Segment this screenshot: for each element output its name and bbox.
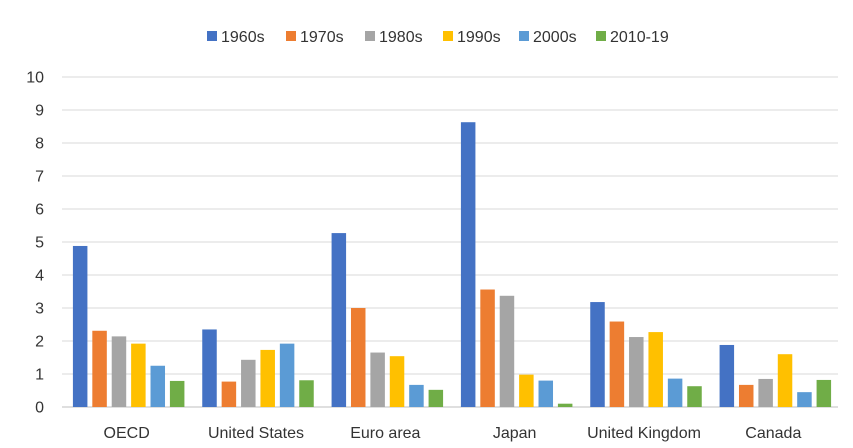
bar-1970s-japan — [480, 289, 495, 407]
bar-1990s-euro-area — [389, 356, 405, 407]
y-tick-label: 6 — [35, 202, 44, 219]
bar-1960s-united-states — [202, 329, 217, 407]
bar-1970s-united-kingdom — [609, 321, 625, 407]
bar-1980s-oecd — [111, 336, 127, 407]
bar-2000s-united-states — [279, 343, 295, 407]
y-tick-label: 0 — [35, 400, 44, 417]
bar-2010-19-euro-area — [428, 389, 444, 407]
legend-label: 2000s — [533, 29, 577, 46]
legend-label: 1980s — [379, 29, 423, 46]
y-tick-label: 4 — [35, 268, 44, 285]
x-category-label: Japan — [493, 425, 537, 442]
x-category-label: Euro area — [350, 425, 420, 442]
bar-1960s-oecd — [72, 245, 88, 407]
legend-label: 1970s — [300, 29, 344, 46]
x-category-label: Canada — [745, 425, 801, 442]
y-tick-label: 7 — [35, 169, 44, 186]
bar-1980s-canada — [758, 378, 773, 407]
legend-swatch — [286, 31, 296, 41]
bar-2000s-oecd — [150, 365, 166, 407]
bar-2010-19-oecd — [169, 380, 185, 407]
bars — [72, 122, 832, 408]
bar-1970s-euro-area — [350, 308, 366, 407]
bar-2000s-canada — [797, 392, 812, 407]
y-tick-label: 3 — [35, 301, 44, 318]
legend-swatch — [443, 31, 453, 41]
legend-label: 1960s — [221, 29, 265, 46]
bar-1960s-united-kingdom — [590, 302, 605, 407]
bar-1960s-japan — [460, 122, 476, 408]
bar-2010-19-united-states — [299, 380, 314, 407]
bar-1980s-united-states — [241, 359, 256, 407]
bar-2010-19-japan — [557, 403, 573, 407]
bar-1990s-japan — [519, 374, 534, 407]
bar-2010-19-canada — [816, 379, 832, 407]
x-category-label: United States — [208, 425, 304, 442]
y-tick-label: 8 — [35, 136, 44, 153]
legend: 1960s 1970s 1980s 1990s 2000s 2010-19 — [207, 29, 669, 46]
bar-1970s-canada — [738, 384, 754, 407]
bar-1990s-oecd — [131, 343, 146, 407]
bar-1960s-euro-area — [331, 233, 347, 407]
bar-1990s-united-kingdom — [648, 332, 663, 407]
legend-swatch — [519, 31, 529, 41]
x-category-label: OECD — [104, 425, 150, 442]
bar-2000s-euro-area — [409, 384, 424, 407]
bar-2010-19-united-kingdom — [687, 386, 702, 407]
bar-1970s-united-states — [221, 381, 237, 407]
y-tick-label: 2 — [35, 334, 44, 351]
x-category-label: United Kingdom — [587, 425, 701, 442]
gridlines — [62, 76, 838, 408]
legend-label: 2010-19 — [610, 29, 669, 46]
bar-1980s-euro-area — [370, 352, 385, 407]
bar-1990s-canada — [777, 354, 793, 407]
bar-1960s-canada — [719, 344, 735, 407]
bar-1990s-united-states — [260, 349, 275, 407]
y-tick-label: 9 — [35, 103, 44, 120]
legend-swatch — [596, 31, 606, 41]
legend-swatch — [365, 31, 375, 41]
y-tick-label: 10 — [26, 70, 44, 87]
bar-1980s-united-kingdom — [629, 337, 644, 407]
y-axis-tick-labels: 0 1 2 3 4 5 6 7 8 9 10 — [26, 70, 44, 417]
legend-label: 1990s — [457, 29, 501, 46]
bar-1980s-japan — [499, 295, 515, 407]
bar-2000s-japan — [538, 380, 554, 407]
y-tick-label: 1 — [35, 367, 44, 384]
y-tick-label: 5 — [35, 235, 44, 252]
bar-2000s-united-kingdom — [667, 378, 683, 407]
x-axis-category-labels: OECD United States Euro area Japan United Ki… — [104, 425, 802, 442]
bar-1970s-oecd — [92, 330, 107, 407]
legend-swatch — [207, 31, 217, 41]
